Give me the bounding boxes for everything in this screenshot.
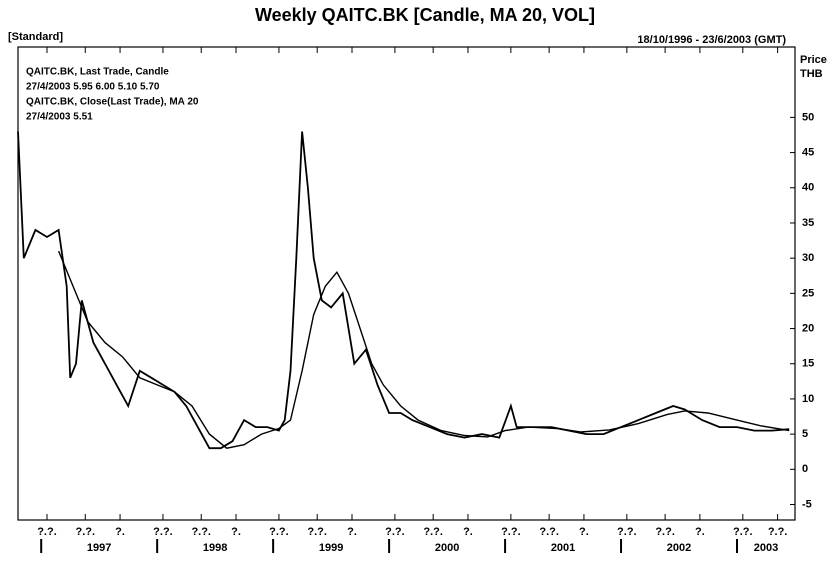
x-minor-label: ?. <box>347 526 357 538</box>
annotation: QAITC.BK, Close(Last Trade), MA 20 <box>26 97 199 108</box>
date-range: 18/10/1996 - 23/6/2003 (GMT) <box>637 34 786 46</box>
annotation: 27/4/2003 5.51 <box>26 112 93 123</box>
x-minor-label: ?.?. <box>655 526 675 538</box>
y-tick-label: 5 <box>802 428 808 440</box>
y-tick-label: 15 <box>802 358 814 370</box>
y-tick-label: 40 <box>802 182 814 194</box>
plot-frame <box>17 46 796 521</box>
chart-title: Weekly QAITC.BK [Candle, MA 20, VOL] <box>255 5 595 25</box>
y-tick-label: 30 <box>802 252 814 264</box>
x-minor-label: ?.?. <box>617 526 637 538</box>
x-tick-label: 1998 <box>203 542 227 554</box>
x-minor-label: ?.?. <box>75 526 95 538</box>
y-tick-label: 50 <box>802 111 814 123</box>
subtitle: [Standard] <box>8 31 63 43</box>
y-axis-label: Price <box>800 54 827 66</box>
x-minor-label: ?. <box>115 526 125 538</box>
y-axis-label: THB <box>800 68 823 80</box>
y-tick-label: 10 <box>802 393 814 405</box>
x-tick-label: 1999 <box>319 542 343 554</box>
y-tick-label: 0 <box>802 463 808 475</box>
x-minor-label: ?.?. <box>153 526 173 538</box>
x-tick-label: 2000 <box>435 542 459 554</box>
x-minor-label: ?.?. <box>539 526 559 538</box>
y-tick-label: 25 <box>802 287 814 299</box>
y-tick-label: 45 <box>802 146 814 158</box>
x-minor-label: ?.?. <box>385 526 405 538</box>
x-minor-label: ?. <box>695 526 705 538</box>
x-minor-label: ?.?. <box>768 526 788 538</box>
annotation: 27/4/2003 5.95 6.00 5.10 5.70 <box>26 82 160 93</box>
x-minor-label: ?.?. <box>191 526 211 538</box>
x-tick-label: 2003 <box>754 542 778 554</box>
annotation: QAITC.BK, Last Trade, Candle <box>26 67 169 78</box>
y-tick-label: 20 <box>802 322 814 334</box>
x-minor-label: ?.?. <box>423 526 443 538</box>
x-minor-label: ?. <box>463 526 473 538</box>
x-minor-label: ?.?. <box>307 526 327 538</box>
x-tick-label: 2002 <box>667 542 691 554</box>
x-minor-label: ?. <box>231 526 241 538</box>
y-tick-label: 35 <box>802 217 814 229</box>
x-tick-label: 1997 <box>87 542 111 554</box>
price-line <box>57 250 790 449</box>
x-minor-label: ?.?. <box>269 526 289 538</box>
x-minor-label: ?.?. <box>37 526 57 538</box>
x-minor-label: ?. <box>579 526 589 538</box>
price-line <box>17 131 790 450</box>
y-tick-label: -5 <box>802 498 812 510</box>
x-tick-label: 2001 <box>551 542 575 554</box>
x-minor-label: ?.?. <box>501 526 521 538</box>
x-minor-label: ?.?. <box>733 526 753 538</box>
